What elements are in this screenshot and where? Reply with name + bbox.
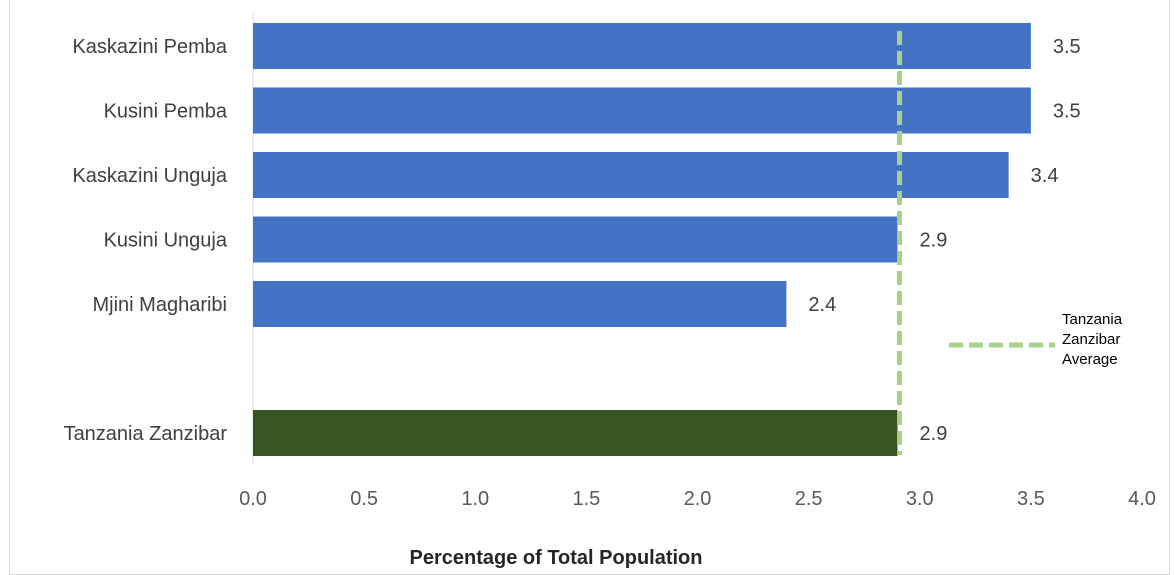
bar-kaskazini-pemba bbox=[253, 23, 1031, 69]
x-tick-label: 0.5 bbox=[350, 488, 378, 510]
x-axis-title: Percentage of Total Population bbox=[410, 547, 703, 569]
legend-label-line: Tanzania bbox=[1062, 311, 1123, 328]
x-tick-label: 2.0 bbox=[684, 488, 712, 510]
data-label: 3.4 bbox=[1031, 165, 1059, 187]
x-tick-label: 1.5 bbox=[572, 488, 600, 510]
bar-kusini-pemba bbox=[253, 87, 1031, 134]
x-tick-label: 2.5 bbox=[795, 488, 823, 510]
x-tick-label: 0.0 bbox=[239, 488, 267, 510]
data-label: 3.5 bbox=[1053, 101, 1081, 123]
legend: Tanzania Zanzibar Average bbox=[949, 311, 1123, 368]
labels-layer: 3.5 Kaskazini Pemba 3.5 Kusini Pemba 3.4 Kask… bbox=[64, 36, 1081, 445]
category-label: Tanzania Zanzibar bbox=[64, 423, 228, 445]
category-label: Kaskazini Pemba bbox=[72, 36, 227, 58]
x-tick-label: 1.0 bbox=[461, 488, 489, 510]
data-label: 2.9 bbox=[920, 423, 948, 445]
bar-tanzania-zanzibar bbox=[253, 410, 898, 456]
category-label: Mjini Magharibi bbox=[93, 294, 228, 316]
data-label: 2.9 bbox=[920, 230, 948, 252]
x-tick-label: 3.5 bbox=[1017, 488, 1045, 510]
data-label: 3.5 bbox=[1053, 36, 1081, 58]
bars-layer bbox=[253, 23, 1031, 456]
bar-mjini-magharibi bbox=[253, 281, 787, 327]
data-label: 2.4 bbox=[808, 294, 836, 316]
x-tick-label: 3.0 bbox=[906, 488, 934, 510]
legend-label-line: Average bbox=[1062, 351, 1118, 368]
category-label: Kusini Pemba bbox=[104, 101, 228, 123]
bar-kusini-unguja bbox=[253, 216, 898, 263]
x-axis-ticks: 0.0 0.5 1.0 1.5 2.0 2.5 3.0 3.5 4.0 bbox=[239, 488, 1156, 510]
category-label: Kusini Unguja bbox=[104, 230, 228, 252]
legend-label-line: Zanzibar bbox=[1062, 331, 1120, 348]
x-tick-label: 4.0 bbox=[1128, 488, 1156, 510]
category-label: Kaskazini Unguja bbox=[72, 165, 227, 187]
bar-kaskazini-unguja bbox=[253, 152, 1009, 198]
